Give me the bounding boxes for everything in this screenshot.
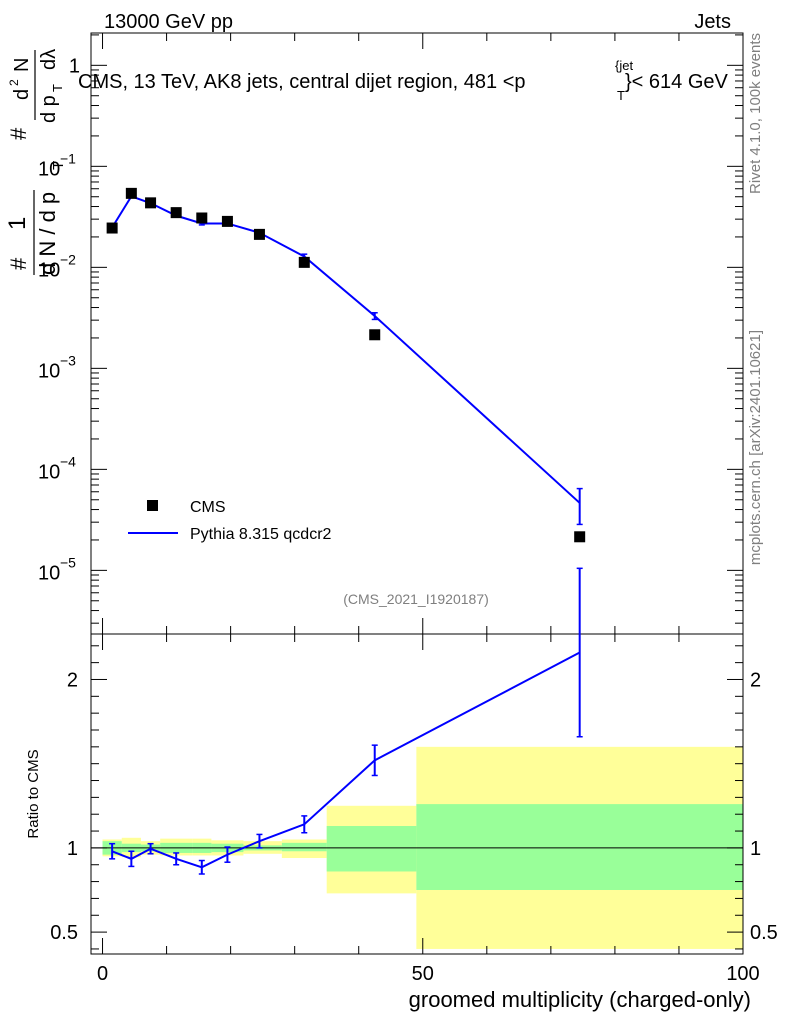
ratio-plot-frame bbox=[90, 633, 744, 955]
svg-text:2: 2 bbox=[7, 79, 21, 86]
legend: CMS Pythia 8.315 qcdcr2 bbox=[128, 499, 332, 543]
svg-text:T: T bbox=[50, 161, 67, 170]
ratio-y-tick-label-right: 0.5 bbox=[750, 922, 778, 944]
main-y-axis-label: # 1 d N / d p T # d 2 N d p T dλ bbox=[4, 49, 67, 275]
rivet-label: Rivet 4.1.0, 100k events bbox=[747, 33, 764, 194]
axis-ticks bbox=[91, 33, 744, 954]
y-tick-label-exponent: −3 bbox=[60, 352, 76, 368]
y-tick-label: 10 bbox=[38, 360, 60, 382]
analysis-label: (CMS_2021_I1920187) bbox=[343, 591, 489, 607]
ratio-pythia-line bbox=[111, 651, 581, 869]
x-tick-label: 50 bbox=[412, 963, 434, 985]
ratio-y-tick-label: 1 bbox=[67, 838, 78, 860]
mcplots-label: mcplots.cern.ch [arXiv:2401.10621] bbox=[747, 330, 764, 565]
y-tick-label: 10 bbox=[38, 461, 60, 483]
y-tick-label-exponent: −4 bbox=[60, 453, 76, 469]
cms-point bbox=[369, 329, 381, 341]
x-tick-label: 100 bbox=[726, 963, 759, 985]
energy-label: 13000 GeV pp bbox=[104, 11, 233, 33]
svg-text:d p: d p bbox=[38, 95, 60, 123]
x-axis-label: groomed multiplicity (charged-only) bbox=[409, 987, 751, 1012]
chart-title-tail: }< 614 GeV bbox=[625, 71, 729, 93]
cms-point bbox=[106, 222, 118, 234]
stat-band-bin bbox=[326, 826, 417, 872]
legend-pythia-label: Pythia 8.315 qcdcr2 bbox=[190, 526, 332, 543]
x-tick-label: 0 bbox=[97, 963, 108, 985]
stat-band-bin bbox=[416, 804, 743, 890]
ratio-y-tick-label-right: 1 bbox=[750, 838, 761, 860]
cms-point bbox=[253, 228, 265, 240]
y-tick-label: 1 bbox=[69, 55, 80, 77]
svg-text:dλ: dλ bbox=[38, 49, 60, 70]
cms-point bbox=[298, 256, 310, 268]
cms-point bbox=[125, 187, 137, 199]
svg-text:T: T bbox=[50, 84, 65, 92]
ratio-y-tick-label-right: 2 bbox=[750, 669, 761, 691]
pythia-series bbox=[109, 194, 583, 526]
y-tick-label-exponent: −5 bbox=[60, 554, 76, 570]
svg-text:#: # bbox=[6, 257, 31, 270]
cms-point bbox=[196, 212, 208, 224]
legend-cms-marker bbox=[147, 500, 158, 511]
chart-title: CMS, 13 TeV, AK8 jets, central dijet reg… bbox=[78, 71, 526, 93]
svg-text:#: # bbox=[6, 127, 31, 140]
svg-text:N: N bbox=[11, 58, 33, 72]
cms-point bbox=[145, 197, 157, 209]
ratio-y-tick-label: 0.5 bbox=[50, 922, 78, 944]
y-tick-label: 10 bbox=[38, 259, 60, 281]
chart-title-subscript: T bbox=[617, 88, 625, 103]
chart-title-superscript: {jet bbox=[615, 58, 633, 73]
y-tick-label-exponent: −2 bbox=[60, 251, 76, 267]
svg-text:d: d bbox=[11, 89, 33, 100]
cms-point bbox=[574, 531, 586, 543]
svg-text:d N / d p: d N / d p bbox=[35, 192, 60, 275]
cms-point bbox=[170, 207, 182, 219]
y-tick-label: 10 bbox=[38, 158, 60, 180]
ratio-stat-uncertainty-band bbox=[102, 804, 743, 890]
ratio-y-axis-label: Ratio to CMS bbox=[25, 749, 42, 838]
y-tick-label-exponent: −1 bbox=[60, 150, 76, 166]
ratio-y-tick-label: 2 bbox=[67, 669, 78, 691]
y-tick-label: 10 bbox=[38, 562, 60, 584]
svg-text:1: 1 bbox=[4, 217, 31, 230]
process-label: Jets bbox=[694, 11, 731, 33]
cms-point bbox=[221, 215, 233, 227]
main-plot-frame bbox=[90, 32, 744, 635]
legend-cms-label: CMS bbox=[190, 499, 226, 516]
cms-series bbox=[106, 187, 586, 543]
ratio-pythia-series bbox=[109, 567, 583, 875]
stat-band-bin bbox=[281, 842, 327, 852]
pythia-line bbox=[111, 195, 581, 504]
